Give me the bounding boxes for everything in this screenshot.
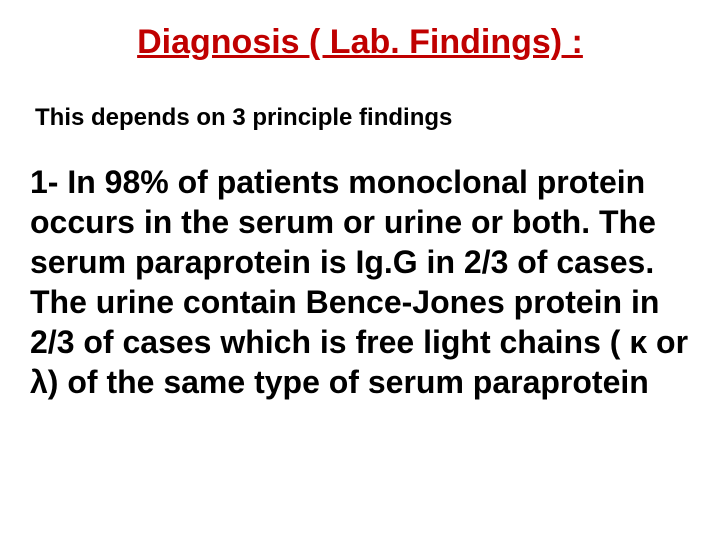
slide-title: Diagnosis ( Lab. Findings) : — [30, 20, 690, 64]
slide-subtitle: This depends on 3 principle findings — [35, 104, 690, 132]
slide-body: 1- In 98% of patients monoclonal protein… — [30, 162, 690, 402]
